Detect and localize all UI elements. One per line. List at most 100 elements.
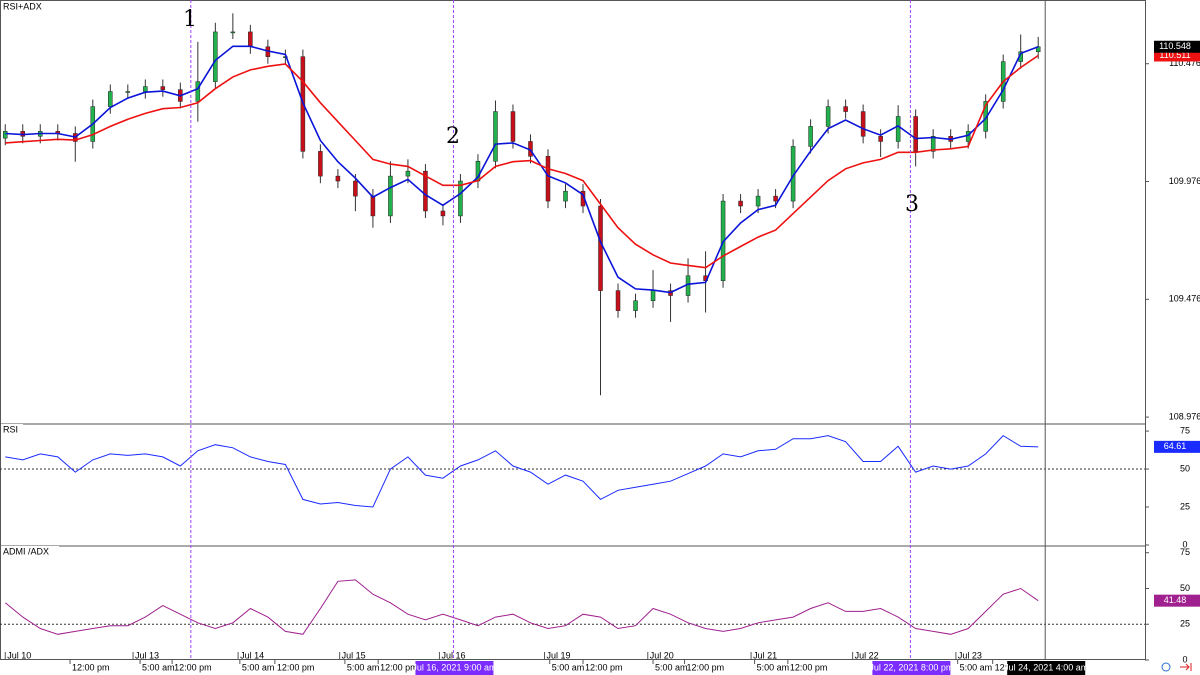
candle-body xyxy=(510,111,516,142)
x-tick-label: 12:00 pm xyxy=(174,662,212,672)
date-tick-label: Jul 10 xyxy=(7,650,31,660)
candle-body xyxy=(633,300,638,311)
candle-body xyxy=(878,136,883,142)
current-value-box xyxy=(1154,440,1200,453)
candle-body xyxy=(423,170,428,212)
x-tick-label: 12:00 pm xyxy=(585,662,623,672)
x-tick-label: 5:00 am xyxy=(960,662,993,672)
date-tick-label: Jul 14 xyxy=(240,650,264,660)
candle-body xyxy=(143,86,148,92)
x-tick-label: 5:00 am xyxy=(655,662,688,672)
marker-label: Jul 16, 2021 9:00 am xyxy=(412,662,496,672)
panel-title-box xyxy=(1,424,23,436)
marker-label: Jul 22, 2021 8:00 pm xyxy=(869,662,953,672)
candle-body xyxy=(230,31,236,34)
indicator-line xyxy=(5,434,1039,508)
candle-body xyxy=(895,116,901,142)
scroll-end-icon[interactable] xyxy=(1180,663,1192,671)
handwritten-annotation: 2 xyxy=(446,124,460,149)
candle-body xyxy=(248,31,253,48)
candle-body xyxy=(860,111,866,137)
price-label: 110.511 xyxy=(1159,50,1190,60)
marker-label-box xyxy=(415,661,494,675)
handwritten-annotation: 3 xyxy=(905,192,919,217)
candle-body xyxy=(930,136,936,152)
date-tick-label: Jul 21 xyxy=(753,650,777,660)
x-tick-label: 12:00 pm xyxy=(277,662,315,672)
candle-body xyxy=(738,200,743,207)
candle-body xyxy=(615,290,621,311)
date-tick-label: Jul 20 xyxy=(650,650,674,660)
y-tick-label: 109.476 xyxy=(1169,294,1200,304)
y-tick-label: 0 xyxy=(1182,654,1187,664)
plot-frame xyxy=(0,0,1146,660)
candle-body xyxy=(493,111,498,162)
candle-body xyxy=(213,31,218,82)
candle-body xyxy=(108,91,113,107)
date-tick-label: Jul 23 xyxy=(958,650,982,660)
price-label: 110.548 xyxy=(1159,41,1191,51)
panel-title: RSI xyxy=(3,424,18,434)
indicator-line xyxy=(4,579,1039,635)
y-tick-label: 50 xyxy=(1180,463,1190,473)
y-tick-label: 0 xyxy=(1182,539,1187,549)
x-tick-label: 12:00 pm xyxy=(687,662,725,672)
candle-body xyxy=(598,205,603,291)
candle-body xyxy=(808,126,813,147)
candle-body xyxy=(825,106,831,127)
date-tick-label: Jul 13 xyxy=(135,650,159,660)
x-tick-label: 12:00 pm xyxy=(380,662,418,672)
candle-body xyxy=(388,175,393,217)
x-tick-label: 5:00 am xyxy=(552,662,585,672)
indicator-line xyxy=(5,54,1039,269)
candle-body xyxy=(1035,46,1041,52)
indicator-line xyxy=(5,45,1039,294)
y-tick-label: 109.976 xyxy=(1169,176,1200,186)
link-icon[interactable] xyxy=(1161,662,1171,672)
price-label-box xyxy=(1154,40,1200,53)
x-tick-label: 12:00 pm xyxy=(72,662,110,672)
panel-title-box xyxy=(1,1,47,13)
x-tick-label: 5:00 am xyxy=(142,662,175,672)
handwritten-annotation: 1 xyxy=(183,7,197,32)
x-tick-label: 5:00 am xyxy=(757,662,790,672)
date-tick-label: Jul 15 xyxy=(342,650,366,660)
candle-body xyxy=(353,180,358,197)
x-tick-label: 12:00 pm xyxy=(790,662,828,672)
cursor-label: Jul 24, 2021 4:00 am xyxy=(1004,662,1088,672)
date-tick-label: Jul 19 xyxy=(546,650,570,660)
candle-body xyxy=(755,195,761,207)
toolbar-icons[interactable] xyxy=(1161,662,1192,672)
y-tick-label: 108.976 xyxy=(1169,411,1200,421)
current-value-box xyxy=(1154,594,1200,607)
marker-label-box xyxy=(872,661,951,675)
candle-body xyxy=(160,86,166,90)
cursor-label-box xyxy=(1007,661,1086,675)
candle-body xyxy=(3,131,8,139)
candle-body xyxy=(195,81,201,102)
x-tick-label: 5:00 am xyxy=(242,662,275,672)
candle-body xyxy=(773,195,778,202)
panel-title: ADMI /ADX xyxy=(3,546,49,556)
y-tick-label: 25 xyxy=(1180,619,1190,629)
y-tick-label: 110.476 xyxy=(1169,58,1200,68)
candle-body xyxy=(318,151,323,177)
y-tick-label: 50 xyxy=(1180,583,1190,593)
candle-body xyxy=(563,190,568,202)
y-tick-label: 75 xyxy=(1180,547,1190,557)
candle-body xyxy=(650,290,656,301)
candle-body xyxy=(405,170,411,177)
current-value-label: 41.48 xyxy=(1164,595,1187,605)
panel-title-box xyxy=(1,546,59,558)
candle-body xyxy=(545,156,551,202)
panel-title: RSI+ADX xyxy=(3,1,42,11)
candle-body xyxy=(913,116,918,152)
current-value-label: 64.61 xyxy=(1164,441,1187,451)
y-tick-label: 75 xyxy=(1180,425,1190,435)
candle-body xyxy=(335,175,341,182)
candle-body xyxy=(125,91,131,93)
y-tick-label: 25 xyxy=(1180,501,1190,511)
candle-body xyxy=(843,106,848,112)
